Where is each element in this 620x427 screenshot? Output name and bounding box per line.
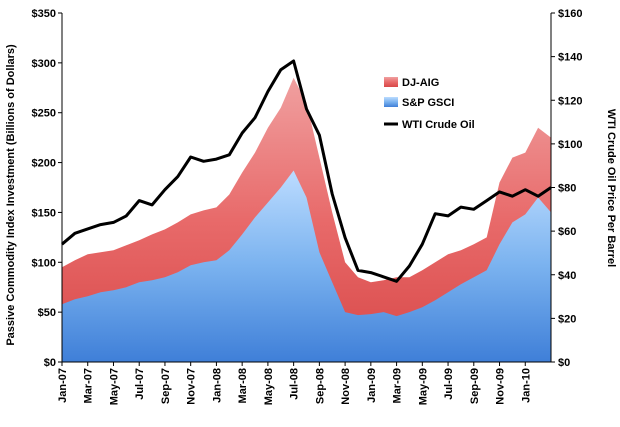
- legend: DJ-AIG S&P GSCI WTI Crude Oil: [384, 77, 475, 131]
- right-tick-label: $120: [558, 95, 582, 107]
- right-tick-label: $20: [558, 313, 576, 325]
- series-area-sp-gsci: [62, 170, 551, 362]
- right-axis: $0 $20 $40 $60 $80 $100 $120 $140 $160: [550, 8, 582, 369]
- legend-swatch-dj-aig: [384, 77, 398, 87]
- left-axis-title: Passive Commodity Index Investment (Bill…: [5, 44, 17, 346]
- legend-label-sp-gsci: S&P GSCI: [402, 97, 454, 109]
- right-tick-label: $80: [558, 183, 576, 195]
- x-tick-label: Jul-07: [134, 368, 146, 400]
- left-tick-label: $100: [32, 257, 56, 269]
- x-tick-label: Jan-09: [366, 368, 378, 403]
- left-axis: $0 $50 $100 $150 $200 $250 $300 $350: [32, 8, 63, 369]
- x-axis: Jan-07 Mar-07 May-07 Jul-07 Sep-07 Nov-07 Jan-…: [57, 361, 551, 405]
- x-tick-label: Sep-08: [314, 368, 326, 404]
- left-tick-label: $250: [32, 108, 56, 120]
- x-tick-label: Nov-08: [340, 368, 352, 405]
- x-tick-label: May-07: [109, 368, 121, 405]
- left-tick-label: $50: [38, 307, 56, 319]
- x-tick-label: Sep-09: [469, 368, 481, 404]
- x-tick-label: Mar-08: [237, 368, 249, 403]
- x-tick-label: Nov-09: [495, 368, 507, 405]
- right-tick-label: $140: [558, 52, 582, 64]
- plot-areas: [61, 59, 552, 363]
- left-tick-label: $150: [32, 207, 56, 219]
- right-tick-label: $160: [558, 8, 582, 20]
- x-tick-label: Jan-08: [211, 368, 223, 403]
- right-axis-title: WTI Crude Oil Price Per Barrel: [605, 109, 617, 267]
- x-tick-label: Jan-07: [57, 368, 69, 403]
- right-tick-label: $60: [558, 226, 576, 238]
- left-tick-label: $200: [32, 158, 56, 170]
- x-tick-label: Mar-07: [83, 368, 95, 403]
- legend-label-wti: WTI Crude Oil: [402, 119, 475, 131]
- legend-swatch-sp-gsci: [384, 97, 398, 107]
- left-tick-label: $0: [44, 357, 56, 369]
- x-tick-label: Nov-07: [186, 368, 198, 405]
- right-tick-label: $100: [558, 139, 582, 151]
- x-tick-label: May-08: [263, 368, 275, 405]
- x-tick-label: Sep-07: [160, 368, 172, 404]
- legend-label-dj-aig: DJ-AIG: [402, 77, 439, 89]
- x-tick-label: Jan-10: [520, 368, 532, 403]
- left-tick-label: $300: [32, 58, 56, 70]
- x-tick-label: May-09: [417, 368, 429, 405]
- x-tick-label: Mar-09: [392, 368, 404, 403]
- right-tick-label: $40: [558, 270, 576, 282]
- x-tick-label: Jul-09: [443, 368, 455, 400]
- x-tick-label: Jul-08: [289, 368, 301, 400]
- series-line-wti-crude-oil: [61, 59, 552, 283]
- right-tick-label: $0: [558, 357, 570, 369]
- left-tick-label: $350: [32, 8, 56, 20]
